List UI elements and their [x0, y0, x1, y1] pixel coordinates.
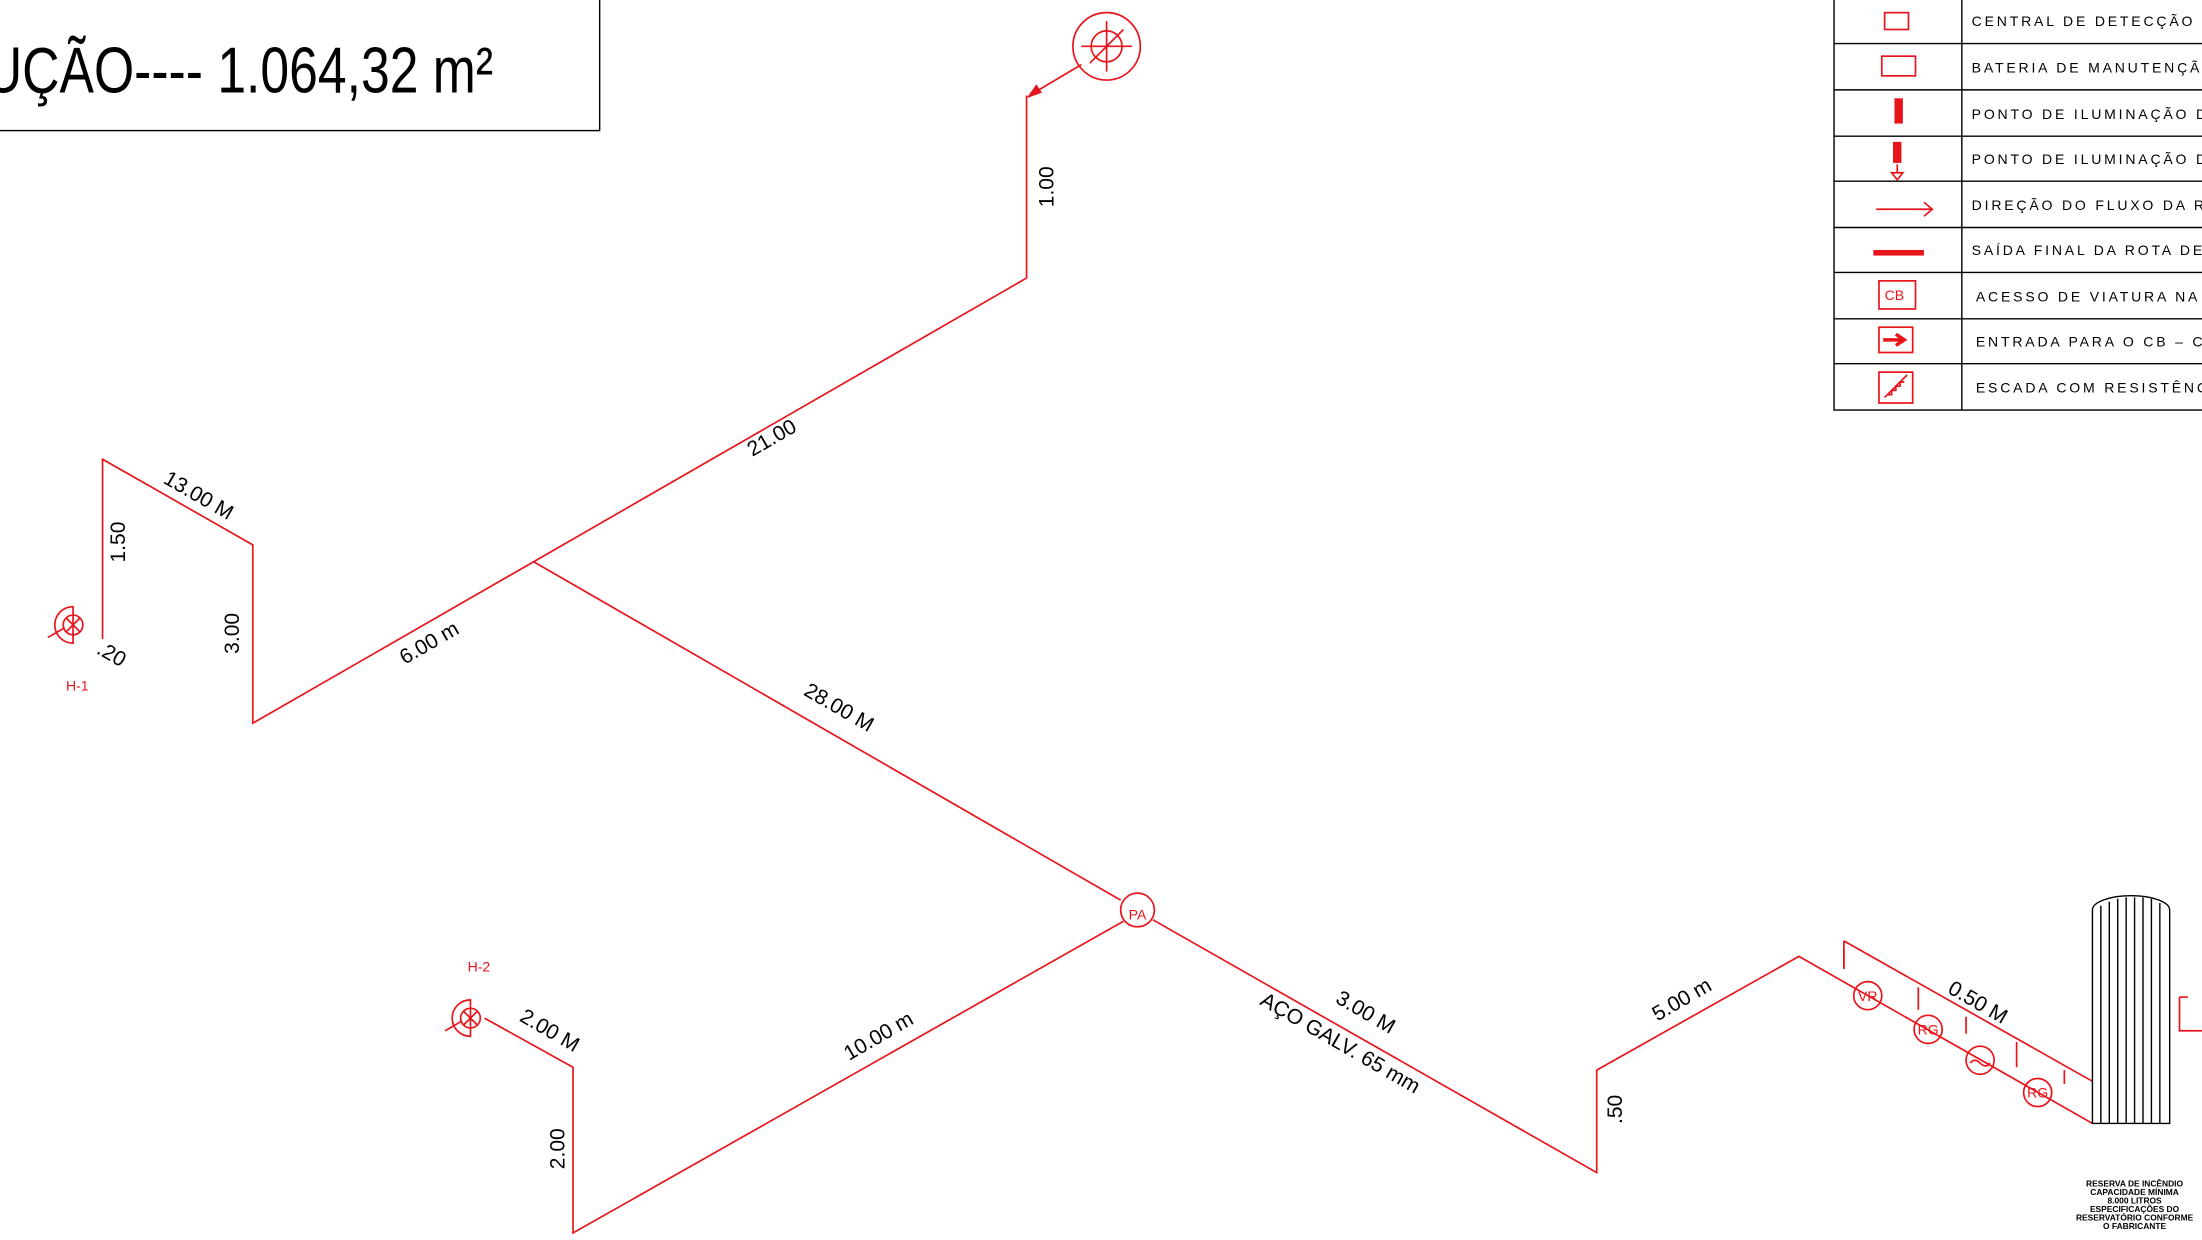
dim-label: 10.00 m	[840, 1007, 917, 1065]
tank-note-line: RESERVATÓRIO CONFORME	[2076, 1211, 2194, 1222]
cb-icon: CB	[1885, 287, 1904, 303]
node-label: H-2	[468, 958, 491, 974]
dim-label: 5.00 m	[1648, 974, 1715, 1026]
legend-text: CENTRAL DE DETECÇÃO E AL	[1972, 13, 2202, 29]
dimensions: 1.00 21.00 13.00 M 1.50 3.00 .20 6.00 m …	[93, 166, 2011, 1169]
title-box	[0, 0, 601, 132]
tank	[2091, 894, 2171, 1125]
tank-note-line: ESPECIFICAÇÕES DO	[2090, 1204, 2180, 1214]
legend-text: ACESSO DE VIATURA NA ED	[1976, 288, 2202, 304]
dim-label: .50	[1604, 1095, 1627, 1124]
node-label: VR	[1858, 988, 1877, 1004]
legend: CB CENTRAL DE DETECÇÃO E AL BATERIA DE M…	[1833, 0, 2202, 411]
dim-label: .20	[93, 637, 130, 672]
dim-label: 6.00 m	[396, 617, 463, 669]
dim-label: 13.00 M	[160, 467, 237, 525]
node-label: H-1	[66, 677, 89, 693]
piping	[47, 11, 2202, 1235]
dim-label: 28.00 M	[800, 679, 877, 737]
title: UÇÃO---- 1.064,32 m²	[0, 34, 493, 107]
legend-text: PONTO DE ILUMINAÇÃO DE E	[1972, 151, 2202, 167]
dim-label: 2.00 M	[516, 1005, 583, 1057]
node-label: RG	[1918, 1021, 1939, 1037]
dim-label: 1.50	[107, 522, 130, 563]
legend-text: ESCADA COM RESISTÊNCIA A	[1976, 380, 2202, 396]
node-label: PA	[1129, 906, 1147, 922]
tank-note-line: CAPACIDADE MÍNIMA	[2090, 1186, 2179, 1197]
dim-label: 21.00	[743, 415, 800, 461]
legend-text: BATERIA DE MANUTENÇÃO DO	[1972, 60, 2202, 76]
tank-note: RESERVA DE INCÊNDIO CAPACIDADE MÍNIMA 8.…	[2076, 1178, 2194, 1231]
dim-label: 1.00	[1035, 166, 1058, 207]
tank-note-line: RESERVA DE INCÊNDIO	[2086, 1178, 2183, 1189]
dim-label: 2.00	[547, 1128, 570, 1169]
legend-text: DIREÇÃO DO FLUXO DA ROT	[1972, 197, 2202, 213]
tank-note-line: O FABRICANTE	[2103, 1221, 2166, 1231]
legend-text: ENTRADA PARA O CB – CO	[1976, 333, 2202, 349]
legend-text: PONTO DE ILUMINAÇÃO DE E	[1972, 106, 2202, 122]
node-label: RG	[2027, 1085, 2048, 1101]
dim-label: 3.00	[221, 613, 244, 654]
dim-label: 0.50 M	[1944, 977, 2011, 1029]
legend-text: SAÍDA FINAL DA ROTA DE FU	[1972, 242, 2202, 258]
tank-note-line: 8.000 LITROS	[2107, 1195, 2162, 1205]
arrow	[1026, 84, 1043, 99]
